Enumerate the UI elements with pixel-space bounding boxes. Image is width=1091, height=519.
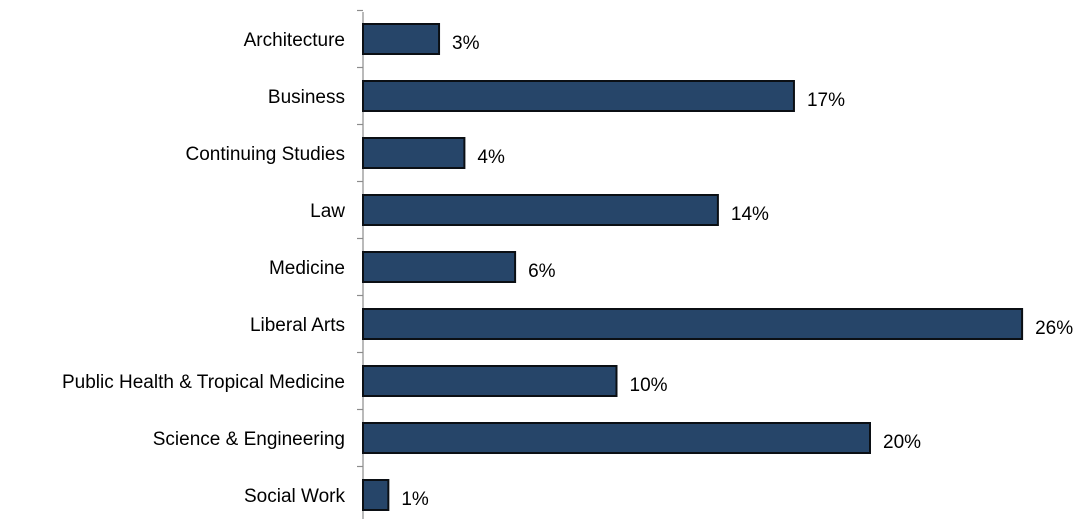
value-label: 26% (1035, 318, 1073, 339)
bar (362, 137, 466, 169)
value-label: 4% (477, 147, 505, 168)
value-label: 3% (452, 33, 480, 54)
value-label: 10% (630, 375, 668, 396)
bar (362, 308, 1024, 340)
category-label: Business (268, 87, 345, 108)
category-label: Public Health & Tropical Medicine (62, 372, 345, 393)
value-label: 20% (883, 432, 921, 453)
bars (362, 23, 1024, 511)
bar (362, 80, 795, 112)
category-label: Architecture (244, 30, 345, 51)
bar (362, 194, 719, 226)
bar (362, 365, 618, 397)
category-ticks (357, 9, 363, 468)
category-labels: Architecture Business Continuing Studies La… (62, 30, 346, 507)
value-label: 1% (401, 489, 429, 510)
category-label: Law (310, 201, 345, 222)
value-label: 6% (528, 261, 556, 282)
category-label: Continuing Studies (186, 144, 346, 165)
bar (362, 422, 871, 454)
category-label: Social Work (244, 486, 346, 507)
value-labels: 3% 17% 4% 14% 6% 26% 10% 20% 1% (401, 33, 1073, 510)
category-label: Medicine (269, 258, 345, 279)
category-label: Science & Engineering (153, 429, 345, 450)
bar (362, 23, 441, 55)
value-label: 17% (807, 90, 845, 111)
value-label: 14% (731, 204, 769, 225)
bar (362, 479, 390, 511)
category-label: Liberal Arts (250, 315, 345, 336)
bar (362, 251, 517, 283)
